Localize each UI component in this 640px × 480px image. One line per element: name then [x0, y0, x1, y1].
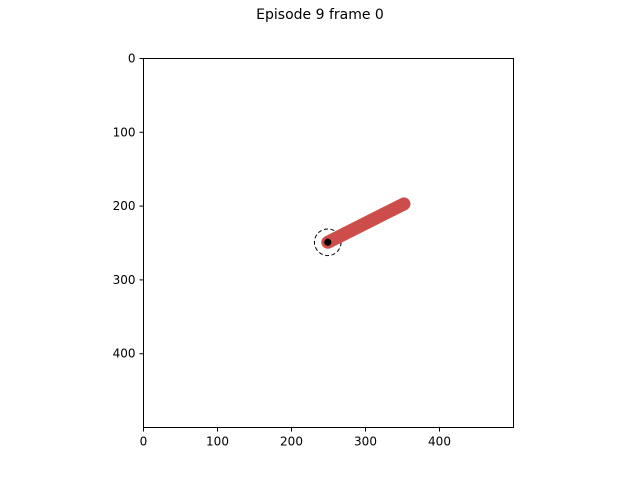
- y-axis-ticks: 0 100 200 300 400: [113, 52, 144, 361]
- axes-frame: [143, 58, 514, 428]
- x-tick-label: 200: [280, 435, 303, 449]
- y-tick-label: 100: [113, 125, 136, 139]
- scene-layer: [313, 197, 411, 257]
- x-tick-label: 0: [140, 435, 148, 449]
- y-tick-label: 200: [113, 199, 136, 213]
- y-tick-label: 400: [113, 347, 136, 361]
- x-tick-label: 400: [428, 435, 451, 449]
- x-tick-label: 100: [206, 435, 229, 449]
- y-tick-label: 300: [113, 273, 136, 287]
- arm-segment: [321, 197, 411, 249]
- figure-title: Episode 9 frame 0: [256, 7, 384, 23]
- x-axis-ticks: 0 100 200 300 400: [140, 427, 451, 449]
- x-tick-label: 300: [354, 435, 377, 449]
- y-tick-label: 0: [128, 52, 136, 66]
- arm-joint: [324, 238, 332, 246]
